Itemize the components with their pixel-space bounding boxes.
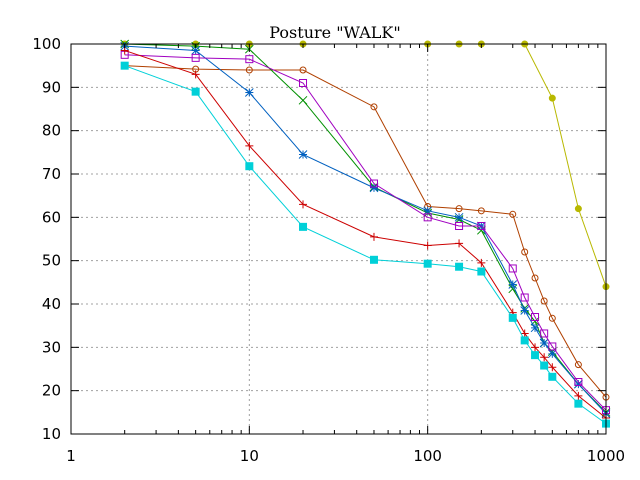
y-tick-label: 90 — [42, 78, 61, 96]
data-point — [245, 141, 254, 150]
plot-frame — [70, 43, 607, 435]
data-point — [299, 79, 308, 87]
data-point — [548, 372, 557, 381]
data-point — [299, 222, 308, 231]
series-4 — [120, 41, 611, 418]
data-point — [520, 306, 530, 315]
x-tick-label: 1000 — [587, 447, 625, 465]
data-point — [120, 61, 129, 70]
y-tick-label: 100 — [32, 35, 61, 53]
data-point — [548, 342, 557, 351]
data-point — [574, 391, 583, 400]
data-point — [574, 378, 583, 386]
series-group — [120, 39, 611, 428]
data-point — [547, 349, 557, 359]
data-point — [369, 232, 378, 241]
data-point — [370, 103, 378, 111]
series-line — [124, 50, 607, 419]
data-point — [540, 353, 549, 362]
y-tick-label: 10 — [42, 425, 61, 443]
data-point — [369, 179, 378, 188]
series-line — [124, 65, 607, 398]
series-2 — [121, 62, 610, 401]
y-tick-label: 20 — [42, 382, 61, 400]
data-point — [191, 70, 200, 79]
y-tick-label: 70 — [42, 165, 61, 183]
y-tick-label: 50 — [42, 252, 61, 270]
data-point — [369, 183, 379, 193]
data-point — [245, 55, 254, 64]
data-point — [423, 206, 433, 216]
data-point — [540, 329, 549, 338]
data-point — [548, 94, 556, 102]
data-point — [191, 53, 200, 62]
series-3 — [120, 39, 611, 417]
data-point — [531, 313, 540, 321]
data-point — [520, 329, 529, 338]
data-point — [455, 239, 464, 248]
data-point — [298, 95, 308, 105]
data-point — [245, 66, 253, 74]
series-line — [124, 43, 607, 287]
data-point — [531, 343, 540, 352]
x-tick-label: 100 — [413, 447, 442, 465]
y-tick-label: 30 — [42, 338, 61, 356]
data-point — [191, 87, 200, 96]
data-point — [531, 274, 539, 282]
data-point — [423, 241, 432, 250]
chart-title: Posture "WALK" — [269, 23, 400, 42]
x-tick-label: 10 — [240, 447, 259, 465]
data-point — [574, 205, 582, 213]
data-point — [477, 222, 486, 230]
data-point — [574, 399, 583, 408]
data-point — [476, 225, 486, 235]
data-point — [531, 351, 540, 360]
data-point — [191, 46, 201, 55]
data-point — [548, 314, 556, 322]
grid — [71, 44, 606, 434]
data-point — [245, 162, 254, 171]
series-6 — [120, 46, 610, 422]
data-point — [423, 213, 432, 222]
data-point — [299, 66, 307, 74]
data-point — [508, 264, 517, 273]
data-point — [244, 88, 254, 97]
data-point — [530, 323, 540, 333]
data-point — [477, 258, 486, 267]
data-point — [454, 212, 464, 222]
data-point — [508, 313, 517, 322]
series-7 — [120, 61, 610, 428]
data-point — [455, 205, 463, 213]
data-point — [520, 336, 529, 345]
data-point — [521, 248, 529, 256]
x-tick-label: 1 — [66, 447, 76, 465]
data-point — [548, 363, 557, 372]
data-point — [369, 255, 378, 264]
data-point — [455, 262, 464, 271]
data-point — [509, 210, 517, 218]
y-tick-label: 60 — [42, 208, 61, 226]
data-point — [477, 207, 485, 215]
data-point — [508, 280, 518, 289]
y-tick-label: 40 — [42, 295, 61, 313]
y-tick-label: 80 — [42, 122, 61, 140]
series-1 — [121, 40, 610, 291]
data-point — [520, 293, 529, 302]
series-5 — [120, 50, 610, 415]
data-point — [540, 361, 549, 370]
series-line — [124, 65, 607, 425]
data-point — [455, 222, 464, 230]
data-point — [574, 361, 582, 369]
data-point — [574, 379, 583, 389]
data-point — [540, 297, 548, 305]
data-point — [298, 150, 308, 159]
data-point — [539, 338, 549, 348]
data-point — [423, 259, 432, 268]
data-point — [477, 267, 486, 276]
series-line — [124, 54, 607, 411]
data-point — [299, 200, 308, 209]
